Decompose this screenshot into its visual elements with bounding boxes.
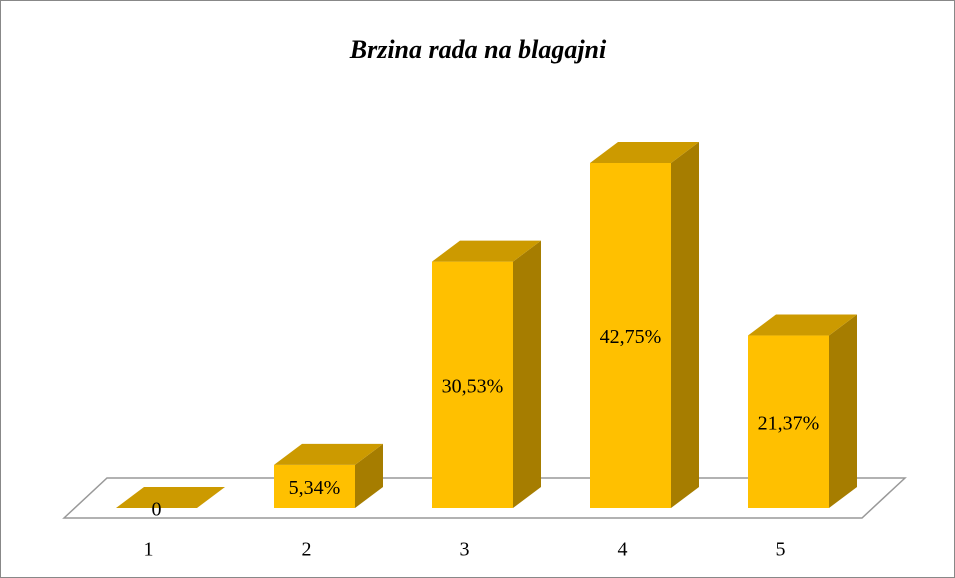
x-tick-label: 1 <box>144 539 154 561</box>
x-tick-label: 2 <box>302 539 312 561</box>
bar <box>274 443 383 508</box>
data-label: 30,53% <box>442 375 504 397</box>
x-tick-label: 3 <box>460 539 470 561</box>
bar-top <box>748 314 857 336</box>
data-label: 21,37% <box>758 412 820 434</box>
bar-front <box>274 464 355 508</box>
bar-front <box>590 163 671 508</box>
bar-side <box>355 443 383 508</box>
data-label: 42,75% <box>600 326 662 348</box>
bar-top <box>432 240 541 262</box>
bar-top <box>590 142 699 163</box>
data-label: 0 <box>152 499 162 521</box>
x-tick-label: 5 <box>776 539 786 561</box>
chart-title: Brzina rada na blagajni <box>349 35 607 64</box>
bar <box>590 142 699 508</box>
bar-top <box>274 443 383 465</box>
bar-front <box>432 261 513 508</box>
bar-top <box>116 487 225 508</box>
bar-side <box>829 314 857 508</box>
x-tick-label: 4 <box>618 539 628 561</box>
bar-side <box>513 240 541 508</box>
bar <box>748 314 857 508</box>
bar <box>432 240 541 508</box>
bar <box>116 487 225 508</box>
data-label: 5,34% <box>289 477 341 499</box>
bar-front <box>748 335 829 508</box>
bar-side <box>671 142 699 508</box>
